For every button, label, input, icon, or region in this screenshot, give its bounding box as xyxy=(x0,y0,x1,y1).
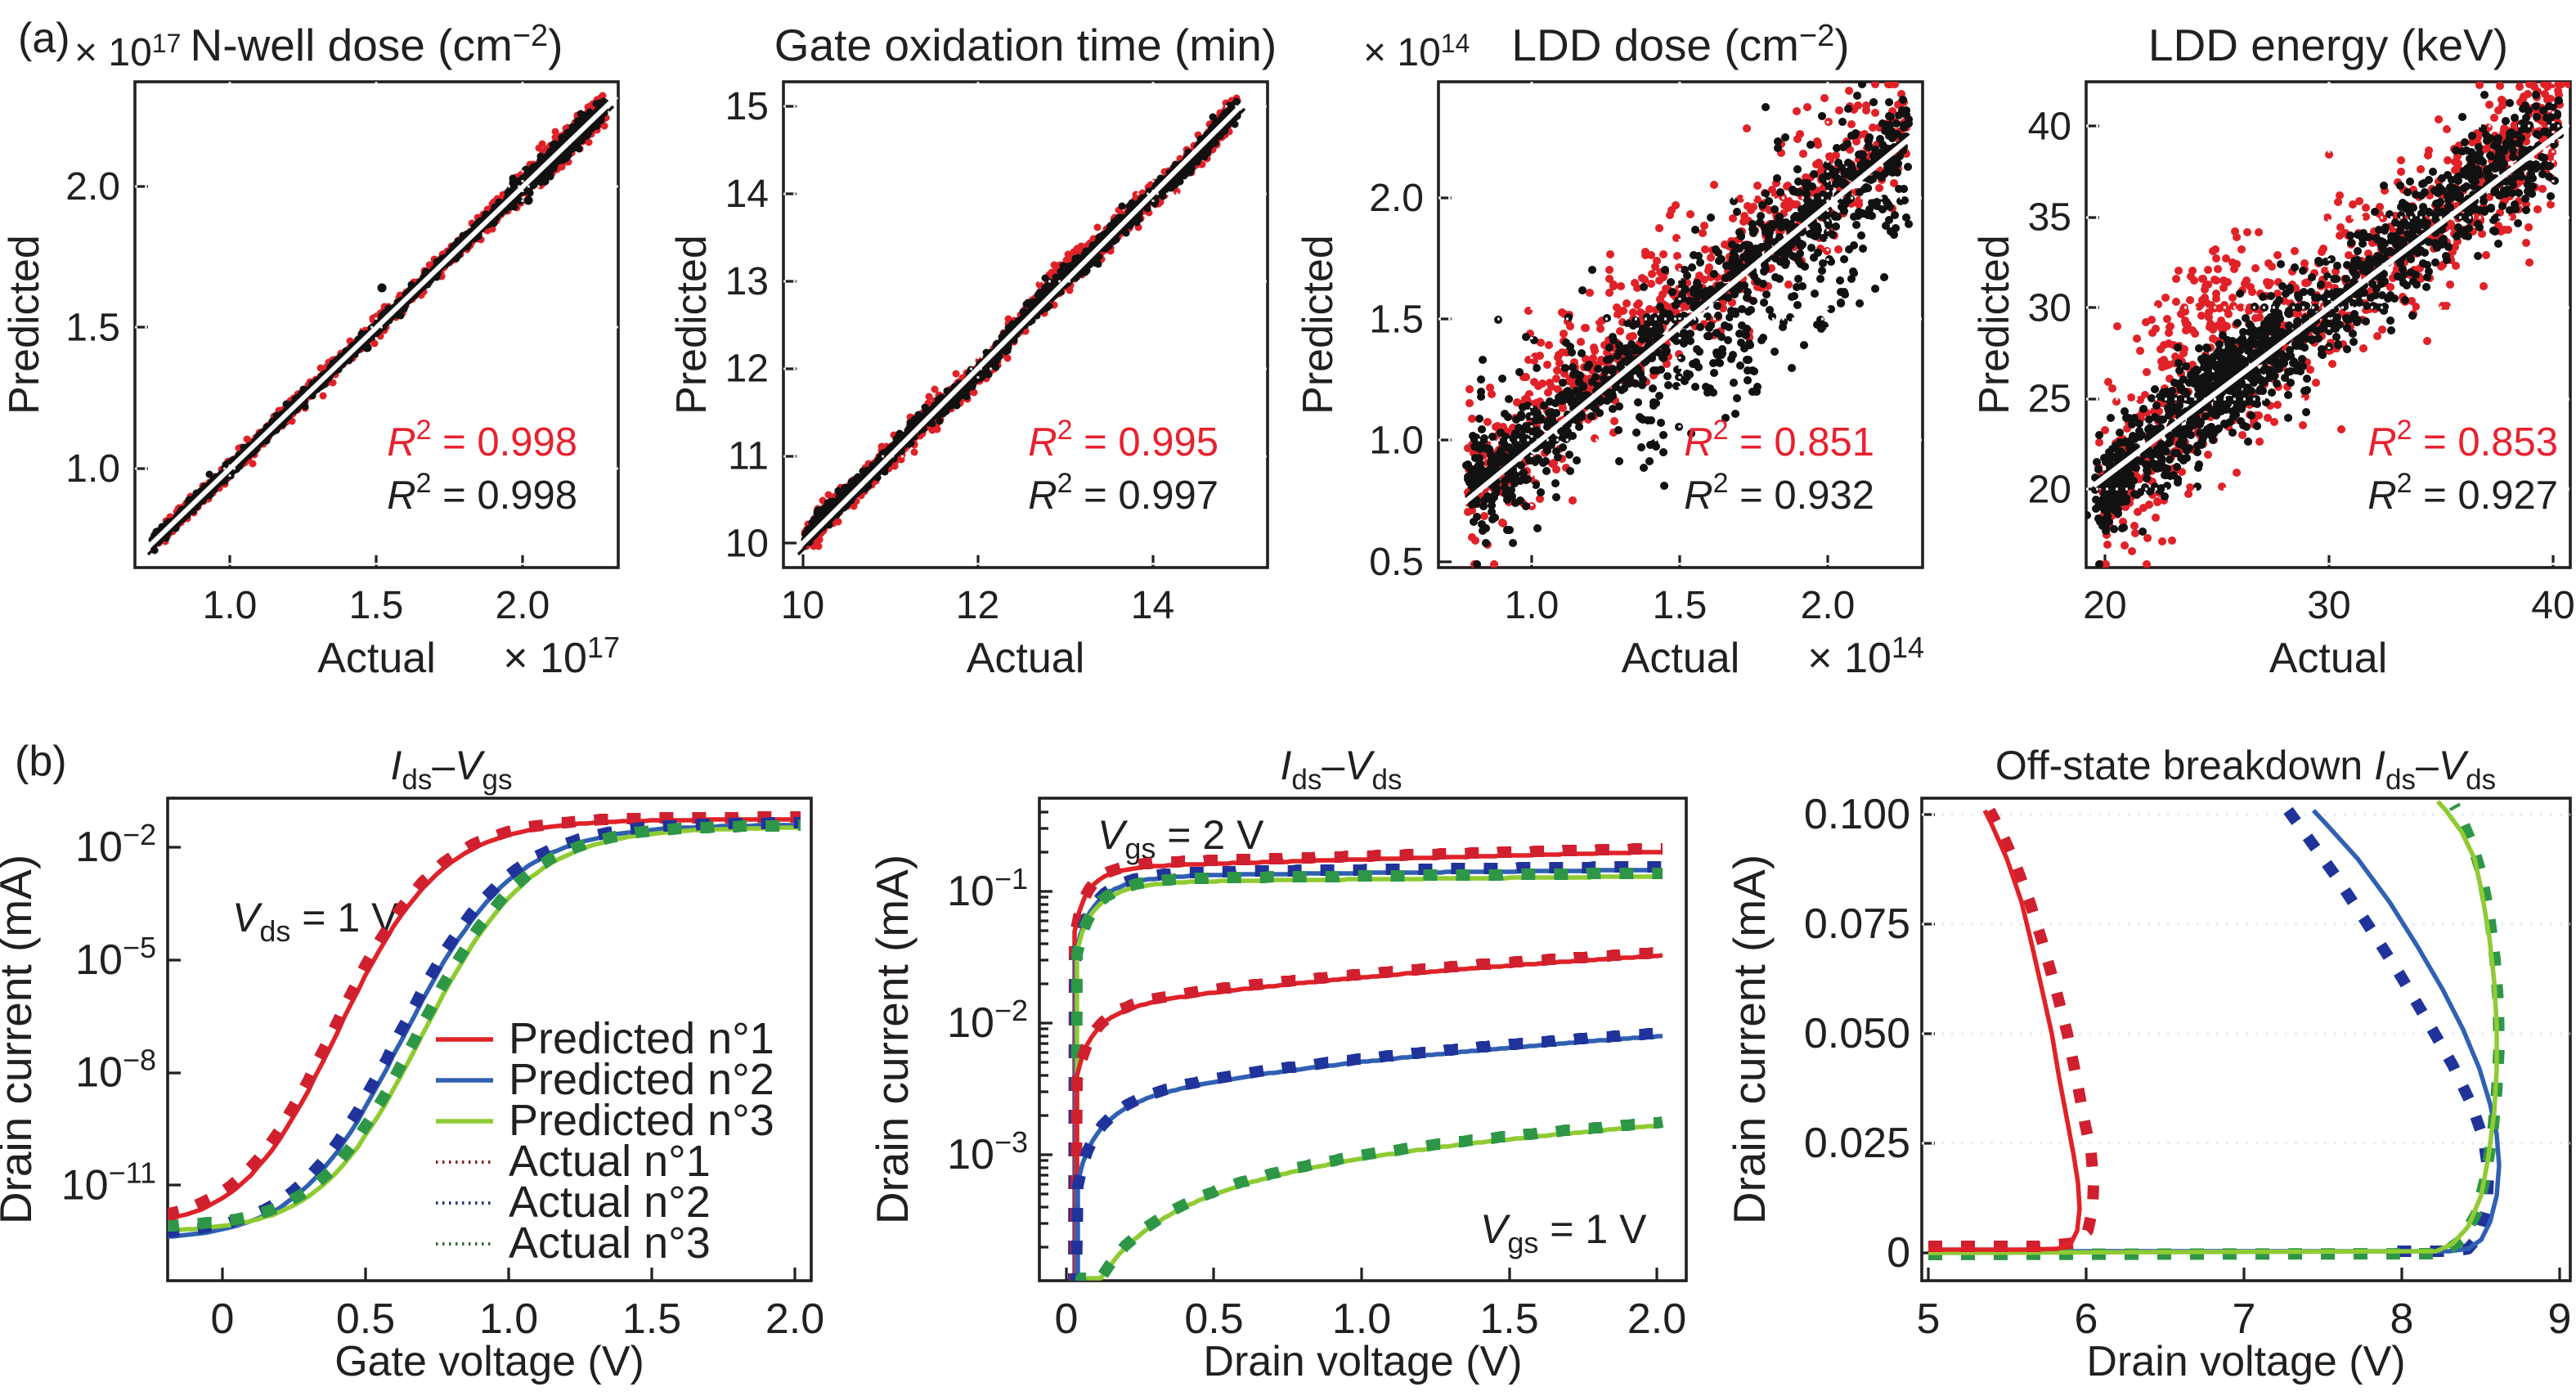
svg-text:Ids–Vds: Ids–Vds xyxy=(1280,743,1402,796)
svg-text:13: 13 xyxy=(725,260,769,303)
svg-text:Gate oxidation time (min): Gate oxidation time (min) xyxy=(774,20,1277,70)
svg-text:14: 14 xyxy=(1131,584,1174,627)
svg-text:Predicted: Predicted xyxy=(668,235,716,415)
svg-text:25: 25 xyxy=(2028,378,2071,421)
svg-text:Actual n°2: Actual n°2 xyxy=(509,1178,711,1227)
svg-text:20: 20 xyxy=(2083,584,2126,627)
svg-text:R2 = 0.998: R2 = 0.998 xyxy=(387,468,577,518)
svg-text:7: 7 xyxy=(2233,1295,2256,1343)
svg-text:Actual: Actual xyxy=(1622,635,1740,682)
svg-text:8: 8 xyxy=(2390,1295,2414,1343)
svg-text:1.5: 1.5 xyxy=(1653,584,1708,627)
svg-text:Vgs = 1 V: Vgs = 1 V xyxy=(1480,1206,1647,1259)
svg-text:0.075: 0.075 xyxy=(1804,900,1910,948)
svg-text:1.0: 1.0 xyxy=(65,447,120,491)
svg-text:6: 6 xyxy=(2075,1295,2098,1343)
svg-text:R2 = 0.995: R2 = 0.995 xyxy=(1028,415,1218,465)
svg-text:20: 20 xyxy=(2028,469,2071,512)
svg-text:Gate voltage (V): Gate voltage (V) xyxy=(334,1338,644,1385)
svg-text:Ids–Vgs: Ids–Vgs xyxy=(390,743,512,796)
svg-text:0: 0 xyxy=(1055,1295,1079,1343)
svg-text:N-well dose (cm−2): N-well dose (cm−2) xyxy=(191,19,563,70)
svg-text:1.5: 1.5 xyxy=(1369,298,1424,341)
svg-text:5: 5 xyxy=(1917,1295,1941,1343)
svg-text:R2 = 0.927: R2 = 0.927 xyxy=(2367,468,2558,518)
svg-text:10: 10 xyxy=(781,584,824,627)
svg-text:Actual n°1: Actual n°1 xyxy=(509,1137,711,1186)
svg-text:14: 14 xyxy=(725,173,769,216)
svg-text:Predicted n°1: Predicted n°1 xyxy=(509,1014,774,1063)
svg-text:R2 = 0.853: R2 = 0.853 xyxy=(2367,415,2558,465)
svg-text:40: 40 xyxy=(2531,584,2574,627)
svg-text:2.0: 2.0 xyxy=(496,584,550,627)
svg-text:1.0: 1.0 xyxy=(1369,420,1424,463)
svg-text:2.0: 2.0 xyxy=(1801,584,1856,627)
svg-text:30: 30 xyxy=(2028,287,2071,330)
svg-text:Actual n°3: Actual n°3 xyxy=(509,1219,711,1268)
svg-text:Predicted: Predicted xyxy=(1,235,48,415)
svg-text:R2 = 0.998: R2 = 0.998 xyxy=(387,415,577,465)
svg-text:Actual: Actual xyxy=(317,635,436,682)
svg-text:Drain voltage (V): Drain voltage (V) xyxy=(1203,1338,1522,1385)
svg-text:Drain current (mA): Drain current (mA) xyxy=(0,855,41,1224)
svg-text:2.0: 2.0 xyxy=(65,165,120,209)
svg-text:0.100: 0.100 xyxy=(1804,791,1910,838)
svg-text:Predicted n°3: Predicted n°3 xyxy=(509,1096,774,1145)
svg-text:1.0: 1.0 xyxy=(1332,1295,1391,1343)
svg-text:11: 11 xyxy=(728,435,769,478)
svg-text:1.5: 1.5 xyxy=(622,1295,681,1343)
svg-text:1.0: 1.0 xyxy=(479,1295,538,1343)
svg-text:1.0: 1.0 xyxy=(203,584,258,627)
svg-text:0.5: 0.5 xyxy=(1369,541,1424,584)
svg-text:R2 = 0.997: R2 = 0.997 xyxy=(1028,468,1218,518)
svg-text:0.050: 0.050 xyxy=(1804,1010,1910,1057)
svg-text:10−1: 10−1 xyxy=(947,862,1028,915)
svg-text:10: 10 xyxy=(725,523,769,566)
svg-text:(b): (b) xyxy=(15,738,67,785)
svg-text:Drain voltage (V): Drain voltage (V) xyxy=(2086,1338,2405,1385)
svg-text:Vds = 1 V: Vds = 1 V xyxy=(232,895,399,948)
svg-text:1.5: 1.5 xyxy=(349,584,404,627)
svg-text:Predicted: Predicted xyxy=(1295,235,1342,415)
svg-text:LDD dose (cm−2): LDD dose (cm−2) xyxy=(1511,19,1849,70)
svg-text:12: 12 xyxy=(725,348,769,391)
svg-text:35: 35 xyxy=(2028,196,2071,240)
svg-text:1.5: 1.5 xyxy=(65,307,120,350)
svg-text:2.0: 2.0 xyxy=(1369,177,1424,220)
svg-text:0.5: 0.5 xyxy=(1184,1295,1243,1343)
svg-text:Drain current (mA): Drain current (mA) xyxy=(867,855,918,1224)
svg-text:R2 = 0.932: R2 = 0.932 xyxy=(1684,468,1874,518)
svg-text:Actual: Actual xyxy=(967,635,1085,682)
svg-text:2.0: 2.0 xyxy=(1627,1295,1686,1343)
svg-text:(a): (a) xyxy=(18,15,70,62)
svg-text:0.5: 0.5 xyxy=(336,1295,395,1343)
svg-text:40: 40 xyxy=(2028,105,2071,149)
svg-text:1.5: 1.5 xyxy=(1479,1295,1538,1343)
svg-text:Off-state breakdown Ids–Vds: Off-state breakdown Ids–Vds xyxy=(1995,743,2496,796)
svg-text:Actual: Actual xyxy=(2269,635,2388,682)
svg-text:12: 12 xyxy=(956,584,999,627)
svg-text:0: 0 xyxy=(1887,1229,1910,1277)
svg-text:9: 9 xyxy=(2548,1295,2572,1343)
svg-text:Drain current (mA): Drain current (mA) xyxy=(1724,855,1775,1224)
svg-text:15: 15 xyxy=(725,85,769,128)
svg-text:2.0: 2.0 xyxy=(765,1295,824,1343)
svg-text:0.025: 0.025 xyxy=(1804,1120,1910,1167)
svg-text:LDD energy (keV): LDD energy (keV) xyxy=(2148,20,2508,70)
svg-text:Vgs = 2 V: Vgs = 2 V xyxy=(1097,812,1264,865)
svg-text:1.0: 1.0 xyxy=(1505,584,1560,627)
svg-text:30: 30 xyxy=(2307,584,2350,627)
svg-text:Predicted: Predicted xyxy=(1971,235,2018,415)
svg-text:0: 0 xyxy=(211,1295,235,1343)
svg-text:R2 = 0.851: R2 = 0.851 xyxy=(1684,415,1874,465)
svg-text:Predicted n°2: Predicted n°2 xyxy=(509,1055,774,1104)
